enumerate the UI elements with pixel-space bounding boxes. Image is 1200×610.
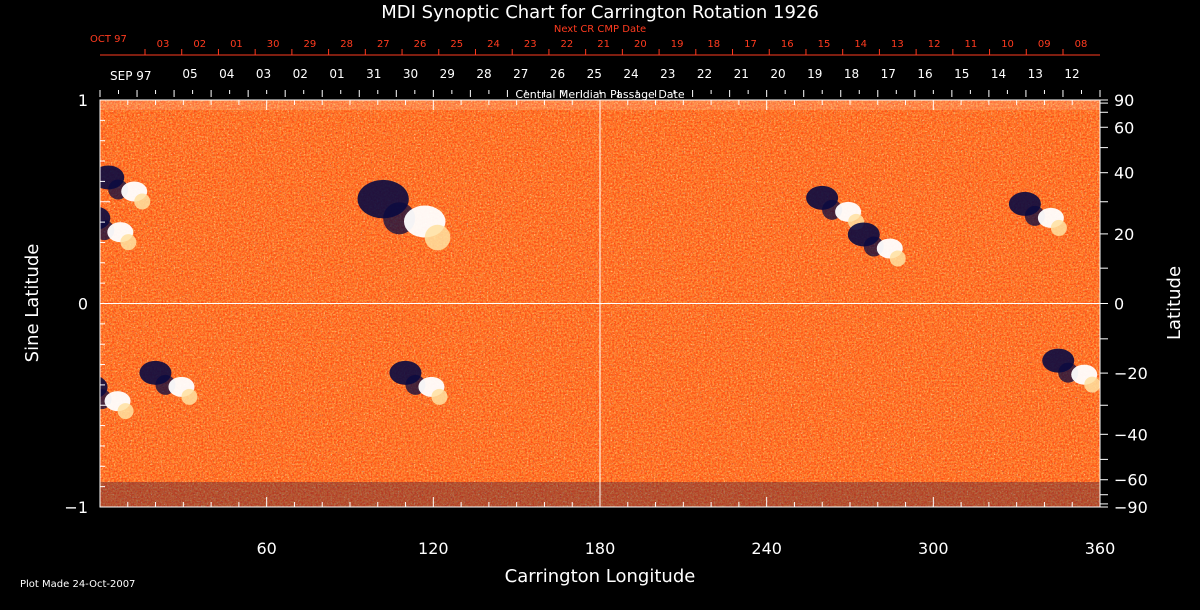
y-left-tick-label-1: 1 bbox=[78, 91, 88, 110]
cmp-date-label: 19 bbox=[807, 67, 822, 81]
next-date-label: 29 bbox=[304, 39, 317, 50]
active-region-6 bbox=[139, 360, 198, 405]
next-date-label: 10 bbox=[1001, 39, 1014, 50]
y-right-tick-label--90: −90 bbox=[1114, 498, 1148, 517]
next-axis-label: Next CR CMP Date bbox=[554, 24, 646, 35]
next-date-label: 28 bbox=[340, 39, 353, 50]
plot-made-note: Plot Made 24-Oct-2007 bbox=[20, 579, 136, 590]
cmp-date-axes: Next CR CMP Date OCT 97 SEP 97 Central M… bbox=[90, 24, 1101, 101]
next-date-label: 22 bbox=[561, 39, 574, 50]
x-tick-label-60: 60 bbox=[256, 539, 276, 558]
top-axis-month: SEP 97 bbox=[110, 69, 152, 83]
active-region-9 bbox=[1042, 348, 1100, 393]
next-date-label: 25 bbox=[450, 39, 463, 50]
cmp-date-label: 24 bbox=[623, 67, 638, 81]
y-left-tick-label--1: −1 bbox=[64, 498, 88, 517]
cmp-date-label: 14 bbox=[991, 67, 1006, 81]
active-region-8 bbox=[100, 376, 134, 420]
next-date-label: 23 bbox=[524, 39, 537, 50]
cmp-date-label: 16 bbox=[917, 67, 932, 81]
x-tick-label-360: 360 bbox=[1085, 539, 1116, 558]
chart-title: MDI Synoptic Chart for Carrington Rotati… bbox=[381, 2, 819, 23]
next-date-label: 16 bbox=[781, 39, 794, 50]
x-tick-label-240: 240 bbox=[751, 539, 782, 558]
next-date-label: 20 bbox=[634, 39, 647, 50]
next-date-label: 13 bbox=[891, 39, 904, 50]
next-date-label: 03 bbox=[157, 39, 170, 50]
next-date-label: 15 bbox=[818, 39, 831, 50]
active-region-5 bbox=[1008, 191, 1067, 236]
active-region-4 bbox=[847, 222, 906, 267]
next-date-label: 18 bbox=[707, 39, 720, 50]
next-date-label: 08 bbox=[1075, 39, 1088, 50]
plot-area bbox=[100, 100, 1100, 507]
cmp-date-label: 31 bbox=[366, 67, 381, 81]
cmp-date-label: 12 bbox=[1064, 67, 1079, 81]
y-right-tick-label-90: 90 bbox=[1114, 91, 1134, 110]
y-right-tick-label-40: 40 bbox=[1114, 164, 1134, 183]
cmp-date-label: 25 bbox=[587, 67, 602, 81]
next-date-label: 21 bbox=[597, 39, 610, 50]
top-axis-label: Central Meridian Passage Date bbox=[515, 88, 684, 101]
next-date-label: 09 bbox=[1038, 39, 1051, 50]
cmp-date-label: 30 bbox=[403, 67, 418, 81]
y-right-tick-label-0: 0 bbox=[1114, 295, 1124, 314]
cmp-date-label: 20 bbox=[770, 67, 785, 81]
cmp-date-label: 18 bbox=[844, 67, 859, 81]
x-axis-label: Carrington Longitude bbox=[505, 566, 696, 587]
next-date-label: 01 bbox=[230, 39, 243, 50]
active-region-7 bbox=[389, 360, 448, 405]
cmp-date-label: 02 bbox=[293, 67, 308, 81]
next-date-label: 24 bbox=[487, 39, 500, 50]
active-region-3 bbox=[806, 185, 865, 230]
next-date-label: 14 bbox=[854, 39, 867, 50]
active-region-0 bbox=[100, 165, 151, 210]
y-right-tick-label-20: 20 bbox=[1114, 225, 1134, 244]
cmp-date-label: 03 bbox=[256, 67, 271, 81]
next-date-label: 26 bbox=[414, 39, 427, 50]
y-axis-label-left: Sine Latitude bbox=[22, 244, 43, 363]
y-right-tick-label--40: −40 bbox=[1114, 425, 1148, 444]
cmp-date-label: 29 bbox=[440, 67, 455, 81]
y-axis-label-right: Latitude bbox=[1164, 266, 1185, 340]
next-date-label: 27 bbox=[377, 39, 390, 50]
cmp-date-label: 01 bbox=[329, 67, 344, 81]
next-date-label: 30 bbox=[267, 39, 280, 50]
cmp-date-label: 05 bbox=[182, 67, 197, 81]
cmp-date-label: 17 bbox=[881, 67, 896, 81]
next-date-label: 02 bbox=[193, 39, 206, 50]
y-left-tick-label-0: 0 bbox=[78, 295, 88, 314]
x-tick-label-180: 180 bbox=[585, 539, 616, 558]
cmp-date-label: 23 bbox=[660, 67, 675, 81]
x-tick-label-300: 300 bbox=[918, 539, 949, 558]
y-right-tick-label-60: 60 bbox=[1114, 118, 1134, 137]
next-date-label: 11 bbox=[964, 39, 977, 50]
next-date-label: 17 bbox=[744, 39, 757, 50]
cmp-date-label: 22 bbox=[697, 67, 712, 81]
next-axis-month: OCT 97 bbox=[90, 34, 127, 45]
next-date-label: 19 bbox=[671, 39, 684, 50]
cmp-date-label: 21 bbox=[734, 67, 749, 81]
active-region-2 bbox=[357, 179, 451, 251]
cmp-date-label: 13 bbox=[1028, 67, 1043, 81]
cmp-date-label: 04 bbox=[219, 67, 234, 81]
cmp-date-label: 28 bbox=[476, 67, 491, 81]
cmp-date-label: 26 bbox=[550, 67, 565, 81]
cmp-date-label: 15 bbox=[954, 67, 969, 81]
cmp-date-label: 27 bbox=[513, 67, 528, 81]
x-tick-label-120: 120 bbox=[418, 539, 449, 558]
active-region-1 bbox=[100, 206, 137, 251]
next-date-label: 12 bbox=[928, 39, 941, 50]
y-right-tick-label--60: −60 bbox=[1114, 471, 1148, 490]
y-right-tick-label--20: −20 bbox=[1114, 364, 1148, 383]
